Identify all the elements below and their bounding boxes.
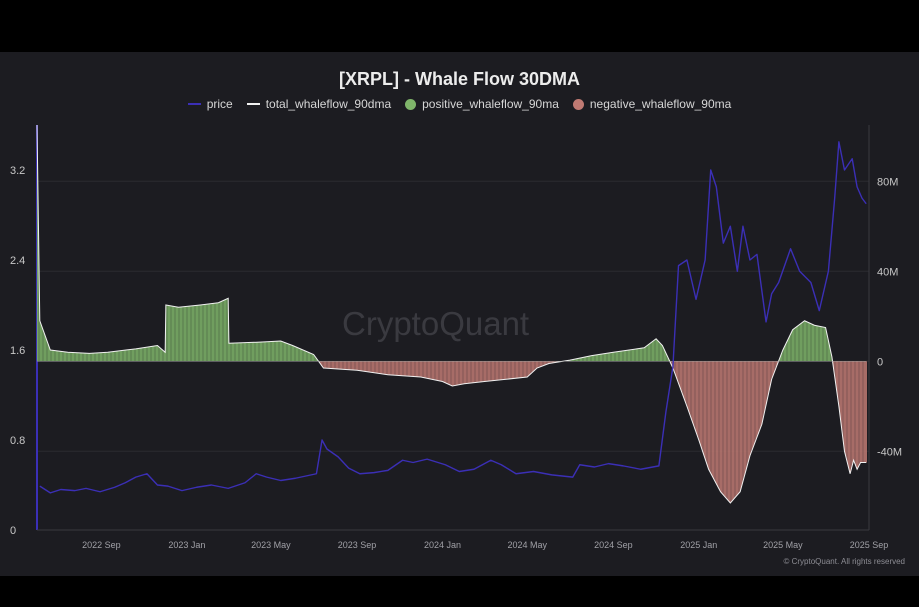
legend-label-positive-whaleflow: positive_whaleflow_90ma	[422, 97, 559, 111]
chart-title: [XRPL] - Whale Flow 30DMA	[338, 69, 580, 89]
x-tick-label: 2025 May	[763, 540, 803, 550]
right-tick-label: 80M	[877, 176, 898, 188]
right-tick-label: 0	[877, 356, 883, 368]
legend-swatch-price	[187, 103, 201, 105]
price-line	[39, 141, 867, 494]
x-tick-label: 2025 Sep	[850, 540, 889, 550]
x-tick-label: 2025 Jan	[680, 540, 717, 550]
right-tick-label: -40M	[877, 446, 902, 458]
left-tick-label: 2.4	[10, 255, 25, 267]
legend-item-positive-whaleflow[interactable]: positive_whaleflow_90ma	[405, 97, 559, 111]
x-tick-label: 2023 Jan	[168, 540, 205, 550]
x-tick-label: 2023 May	[251, 540, 291, 550]
left-tick-label: 0.8	[10, 435, 25, 447]
legend-swatch-negative-whaleflow	[572, 98, 584, 110]
chart-panel	[0, 52, 919, 576]
legend-item-negative-whaleflow[interactable]: negative_whaleflow_90ma	[572, 97, 732, 111]
copyright-credit: © CryptoQuant. All rights reserved	[783, 557, 906, 566]
legend-label-negative-whaleflow: negative_whaleflow_90ma	[589, 97, 732, 111]
total-whaleflow-line	[36, 124, 867, 504]
legend-swatch-total-whaleflow	[246, 103, 260, 105]
right-tick-label: 40M	[877, 266, 898, 278]
positive-whaleflow-area	[37, 125, 833, 365]
legend-item-price[interactable]: price	[187, 97, 233, 111]
legend-label-price: price	[206, 97, 233, 111]
left-tick-label: 0	[10, 525, 16, 537]
left-tick-label: 1.6	[10, 345, 25, 357]
watermark: CryptoQuant	[342, 305, 530, 342]
legend-item-total-whaleflow[interactable]: total_whaleflow_90dma	[246, 97, 392, 111]
negative-whaleflow-area	[319, 360, 867, 503]
legend-swatch-positive-whaleflow	[405, 98, 417, 110]
x-tick-label: 2023 Sep	[338, 540, 377, 550]
x-tick-label: 2024 Jan	[424, 540, 461, 550]
x-tick-label: 2024 Sep	[594, 540, 633, 550]
x-tick-label: 2024 May	[507, 540, 547, 550]
x-tick-label: 2022 Sep	[82, 540, 121, 550]
legend: price total_whaleflow_90dma positive_wha…	[0, 97, 919, 111]
left-tick-label: 3.2	[10, 165, 25, 177]
legend-label-total-whaleflow: total_whaleflow_90dma	[265, 97, 392, 111]
